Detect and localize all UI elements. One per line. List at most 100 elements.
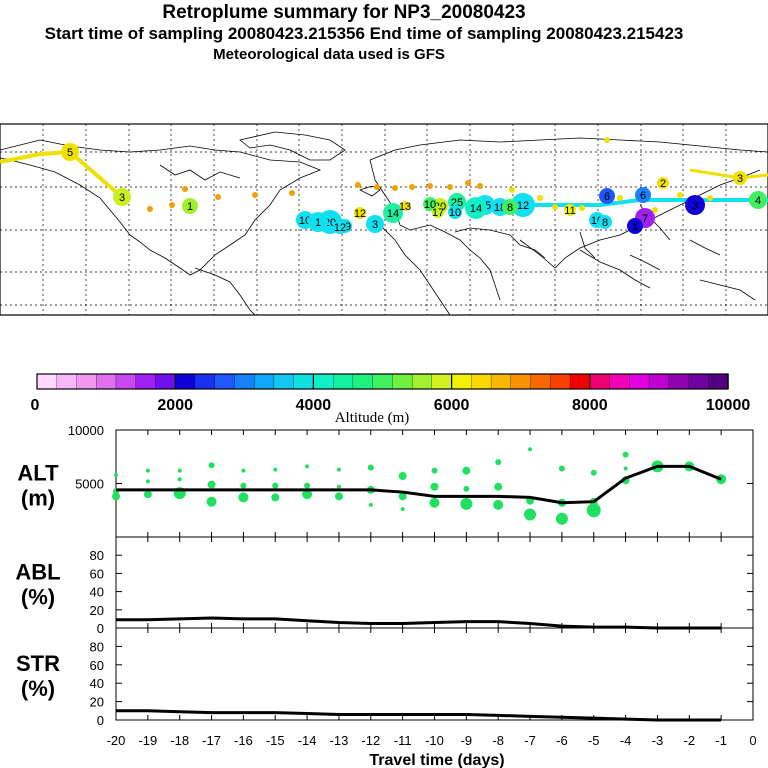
altitude-scatter-point	[334, 492, 343, 501]
x-tick-label: -9	[461, 733, 473, 748]
colorbar-cell	[135, 373, 157, 390]
map-small-marker	[579, 205, 585, 211]
map-point-label: 11	[564, 205, 575, 217]
map-small-marker	[447, 184, 453, 190]
map-small-marker	[677, 192, 683, 198]
y-tick-label: 10000	[68, 423, 104, 438]
x-tick-label: -5	[588, 733, 600, 748]
altitude-scatter-point	[398, 472, 407, 481]
panel-str: 80 60 40 20 0 STR(%)	[16, 627, 754, 728]
x-tick-label: -19	[138, 733, 157, 748]
x-tick-label: -6	[556, 733, 568, 748]
colorbar-cell	[490, 373, 512, 390]
map-point-label: 8	[507, 202, 513, 214]
altitude-scatter-point	[112, 492, 120, 501]
map-point-label: 7	[642, 213, 648, 225]
map-point-label: 12	[334, 222, 346, 234]
altitude-scatter-point	[240, 482, 247, 489]
map-point-label: 14	[470, 203, 482, 215]
map-trajectory-point	[598, 215, 612, 229]
colorbar-cell	[56, 373, 78, 390]
trajectory-points: 5311020191214313112202510101715141812861…	[61, 137, 767, 234]
panel-label: STR	[16, 651, 60, 676]
altitude-scatter-point	[586, 503, 601, 518]
map-trajectory-point	[432, 206, 444, 218]
altitude-scatter-point	[238, 492, 249, 503]
x-tick-label: -10	[425, 733, 444, 748]
colorbar-cell	[293, 373, 315, 390]
colorbar-cell	[589, 373, 611, 390]
map-point-label: 5	[67, 147, 73, 159]
map-point-label: 3	[692, 200, 698, 212]
map-small-marker	[289, 190, 295, 196]
altitude-scatter-point	[114, 472, 118, 477]
altitude-scatter-point	[524, 508, 537, 521]
series-line-abl	[116, 616, 722, 630]
y-tick-label: 40	[90, 676, 104, 691]
y-tick-label: 20	[90, 695, 104, 710]
altitude-scatter-point	[207, 480, 216, 489]
map-gridlines	[0, 124, 768, 315]
x-tick-label: -3	[652, 733, 664, 748]
x-axis: -20 -19 -18 -17 -16 -15 -14 -13 -12 -11 -10 -9 -8 -7-…	[107, 733, 757, 768]
colorbar-cell	[411, 373, 433, 390]
y-tick-label: 0	[97, 713, 104, 728]
y-tick-label: 0	[97, 621, 104, 636]
colorbar-cell	[194, 373, 216, 390]
panel-units: (m)	[21, 486, 55, 511]
y-tick-label: 20	[90, 603, 104, 618]
colorbar-cell	[392, 373, 413, 390]
map-trajectory-point	[733, 171, 747, 185]
map-small-marker	[147, 206, 153, 212]
map-trajectory-point	[61, 143, 79, 161]
map-trajectory-point	[400, 201, 410, 211]
map-trajectory-point	[423, 197, 437, 211]
colorbar-axis-label: Altitude (m)	[335, 410, 410, 426]
altitude-scatter-point	[623, 466, 628, 471]
map-trajectory-point	[383, 203, 403, 223]
map-small-marker	[604, 137, 610, 143]
colorbar-cell	[550, 373, 571, 390]
x-tick-label: 0	[749, 733, 756, 748]
map-small-marker	[707, 195, 713, 201]
colorbar-cell	[510, 373, 532, 390]
map-point-label: 10	[424, 199, 436, 211]
met-data-label: Meteorological data used is GFS	[213, 46, 445, 63]
map-small-marker	[465, 180, 471, 186]
map-point-label: 17	[432, 207, 444, 219]
map-small-marker	[617, 195, 623, 201]
altitude-scatter-point	[368, 502, 373, 507]
colorbar-cell	[254, 373, 275, 390]
x-tick-label: -8	[492, 733, 504, 748]
altitude-scatter-point	[304, 482, 311, 489]
colorbar-cell	[76, 373, 97, 390]
map-trajectory-point	[627, 218, 643, 234]
trajectory-map: 5311020191214313112202510101715141812861…	[0, 123, 768, 316]
altitude-scatter-point	[558, 465, 565, 472]
panel-frame	[115, 536, 754, 629]
altitude-scatter-point	[177, 477, 182, 482]
altitude-scatter-point	[272, 482, 279, 489]
panel-abl: 80 60 40 20 0 ABL(%)	[15, 536, 754, 636]
altitude-scatter-point	[462, 466, 471, 475]
x-tick-label: -2	[684, 733, 696, 748]
altitude-scatter-point	[208, 462, 215, 469]
x-tick-label: -15	[266, 733, 285, 748]
altitude-scatter-point	[241, 468, 246, 473]
y-tick-label: 80	[90, 639, 104, 654]
x-tick-label: -4	[620, 733, 632, 748]
map-small-marker	[374, 184, 380, 190]
y-tick-label: 80	[90, 548, 104, 563]
x-tick-label: -18	[170, 733, 189, 748]
map-trajectory-point	[564, 204, 576, 216]
colorbar-cell	[648, 373, 670, 390]
x-tick-label: -12	[361, 733, 380, 748]
map-point-label: 6	[640, 190, 646, 202]
colorbar-tick-label: 10000	[706, 397, 751, 414]
colorbar-cell	[115, 373, 137, 390]
map-small-marker	[252, 192, 258, 198]
map-point-label: 4	[755, 195, 761, 207]
map-trajectory-point	[448, 205, 462, 219]
altitude-scatter-point	[430, 482, 439, 491]
map-trajectory-point	[308, 212, 328, 232]
